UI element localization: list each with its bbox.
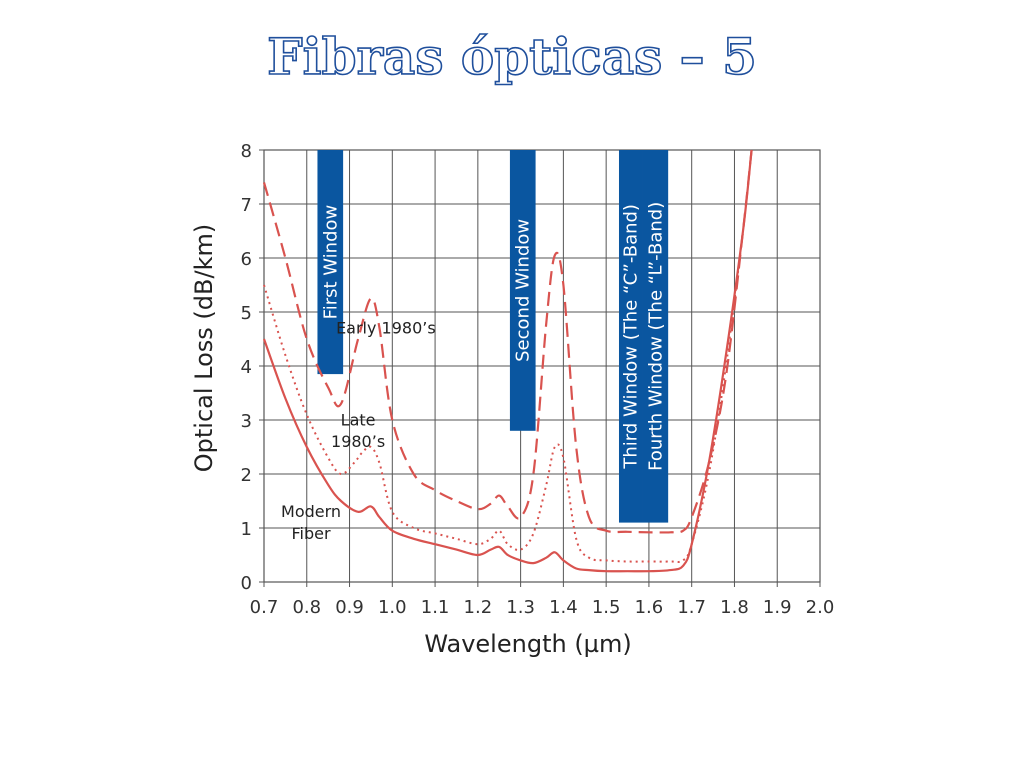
slide-title: Fibras ópticas – 5 bbox=[266, 26, 757, 87]
y-tick-label: 5 bbox=[241, 303, 252, 324]
x-tick-label: 1.4 bbox=[549, 597, 578, 618]
x-tick-label: 2.0 bbox=[806, 597, 835, 618]
y-tick-label: 8 bbox=[241, 141, 252, 162]
y-tick-label: 2 bbox=[241, 465, 252, 486]
y-tick-label: 6 bbox=[241, 249, 252, 270]
x-axis-label: Wavelength (µm) bbox=[424, 630, 631, 658]
x-tick-label: 1.5 bbox=[592, 597, 621, 618]
window-band bbox=[618, 150, 643, 523]
loss-curves bbox=[262, 149, 753, 573]
curve-annotation: Early 1980’s bbox=[336, 319, 436, 338]
x-tick-label: 1.6 bbox=[635, 597, 664, 618]
window-label: Fourth Window (The “L”-Band) bbox=[645, 202, 666, 471]
x-tick-label: 1.9 bbox=[763, 597, 792, 618]
wavelength-windows: First Window Second Window Third Window (T… bbox=[317, 150, 669, 523]
window-label: Third Window (The “C”-Band) bbox=[621, 204, 642, 470]
x-tick-label: 1.3 bbox=[506, 597, 535, 618]
window-band bbox=[317, 150, 344, 375]
x-tick-label: 1.2 bbox=[464, 597, 493, 618]
y-tick-label: 1 bbox=[241, 519, 252, 540]
curve-annotation: Modern bbox=[281, 502, 341, 521]
y-axis-label: Optical Loss (dB/km) bbox=[190, 224, 218, 472]
y-tick-label: 0 bbox=[241, 573, 252, 594]
window-label: First Window bbox=[320, 205, 341, 320]
curve-annotations: Early 1980’s Late 1980’s Modern Fiber bbox=[281, 319, 436, 543]
x-tick-label: 0.8 bbox=[292, 597, 321, 618]
y-tick-label: 4 bbox=[241, 357, 252, 378]
curve-annotation: Fiber bbox=[292, 524, 331, 543]
tick-labels: 0.7 0.8 0.9 1.0 1.1 1.2 1.3 1.4 1.5 1.6 1.7 1.8 1.9 2… bbox=[241, 141, 835, 618]
loss-curve-solid bbox=[262, 149, 753, 573]
x-tick-label: 0.9 bbox=[335, 597, 364, 618]
loss-curve-dotted bbox=[263, 230, 744, 563]
x-tick-label: 0.7 bbox=[250, 597, 279, 618]
y-tick-label: 3 bbox=[241, 411, 252, 432]
x-tick-label: 1.8 bbox=[720, 597, 749, 618]
curve-annotation: 1980’s bbox=[331, 432, 385, 451]
window-label: Second Window bbox=[513, 219, 534, 362]
curve-annotation: Late bbox=[341, 410, 376, 429]
x-tick-label: 1.1 bbox=[421, 597, 450, 618]
chart-grid bbox=[259, 149, 821, 587]
window-band bbox=[509, 150, 536, 431]
x-tick-label: 1.0 bbox=[378, 597, 407, 618]
window-band bbox=[642, 150, 669, 523]
x-tick-label: 1.7 bbox=[677, 597, 706, 618]
y-tick-label: 7 bbox=[241, 195, 252, 216]
loss-curve-dashed bbox=[262, 149, 753, 534]
